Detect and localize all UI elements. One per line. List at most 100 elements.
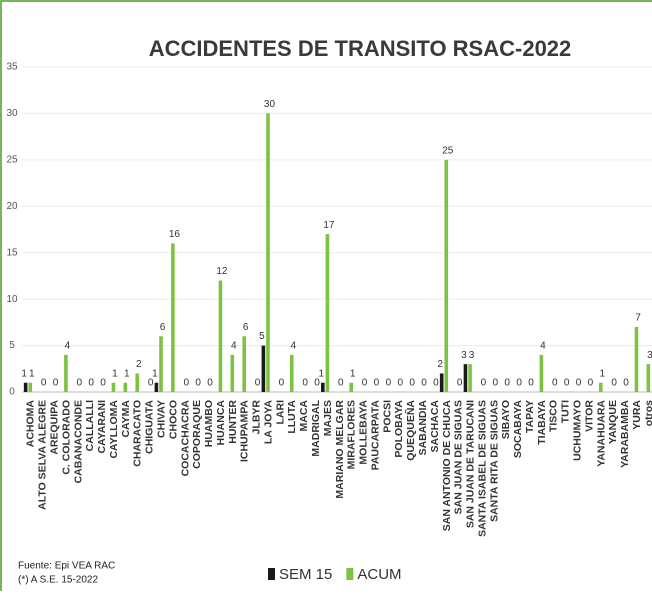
bar [218, 280, 223, 392]
bar [439, 373, 444, 392]
data-label: 1 [319, 368, 325, 379]
data-label: 0 [564, 378, 570, 389]
x-tick-label: ACHOMA [25, 400, 37, 448]
x-tick-label: TAPAY [524, 400, 536, 433]
data-label: 4 [65, 340, 71, 351]
x-tick-label: TISCO [548, 400, 560, 432]
x-tick-label: POCSI [381, 400, 393, 433]
x-tick-label: YARABAMBA [619, 400, 631, 468]
bar [242, 336, 247, 392]
bar [171, 243, 175, 392]
x-tick-label: YANAHUARA [595, 400, 607, 467]
x-tick-label: VITOR [583, 400, 595, 432]
data-label: 0 [516, 378, 522, 389]
data-label: 0 [302, 378, 308, 389]
bar [111, 382, 116, 392]
chart-title: ACCIDENTES DE TRANSITO RSAC-2022 [149, 36, 572, 61]
bar [23, 382, 28, 392]
x-tick-label: CALLALLI [84, 400, 96, 451]
x-tick-label: LARI [274, 400, 286, 425]
x-tick-label: MACA [298, 400, 310, 432]
data-label: 4 [231, 340, 237, 351]
data-label: 0 [183, 378, 189, 389]
x-tick-label: TIABAYA [536, 400, 548, 445]
data-label: 17 [323, 220, 335, 231]
x-tick-label: ALTO SELVA ALEGRE [37, 400, 49, 510]
bar [349, 382, 353, 392]
data-label: 1 [112, 368, 118, 379]
legend-label: ACUM [357, 566, 401, 583]
x-tick-label: SANTA ISABEL DE SIGUAS [476, 400, 488, 537]
x-tick-label: ICHUPAMPA [239, 400, 251, 462]
data-label: 0 [362, 378, 368, 389]
data-label: 0 [409, 378, 415, 389]
bar [154, 382, 159, 392]
data-label: 4 [290, 340, 296, 351]
bar [646, 364, 651, 392]
x-tick-label: otros [643, 400, 652, 426]
bar [135, 373, 140, 392]
data-label: 3 [647, 350, 652, 361]
x-tick-label: CAYMA [120, 400, 132, 438]
y-tick-label: 25 [6, 154, 18, 165]
x-tick-label: CAYARANI [96, 400, 108, 454]
x-tick-label: HUANCA [215, 400, 227, 446]
x-tick-label: SABANDIA [417, 400, 429, 456]
data-label: 0 [588, 378, 594, 389]
data-label: 3 [461, 350, 467, 361]
bar [599, 382, 603, 392]
bar [64, 354, 68, 392]
data-label: 0 [41, 378, 47, 389]
x-tick-label: SACHACA [429, 400, 441, 453]
data-label: 0 [421, 378, 427, 389]
data-label: 0 [457, 378, 463, 389]
x-tick-label: MOLLEBAYA [358, 400, 370, 465]
x-tick-label: SAN JUAN DE TARUCANI [465, 400, 477, 528]
x-tick-label: AREQUIPA [48, 400, 60, 455]
data-label: 3 [469, 350, 475, 361]
data-label: 0 [374, 378, 380, 389]
data-label: 4 [540, 340, 546, 351]
data-label: 0 [397, 378, 403, 389]
data-label: 2 [136, 359, 142, 370]
bar [289, 354, 294, 392]
y-tick-label: 30 [6, 108, 18, 119]
bar [230, 354, 235, 392]
data-label: 0 [504, 378, 510, 389]
data-label: 0 [100, 378, 106, 389]
bar [444, 159, 449, 392]
x-tick-label: JLBYR [251, 400, 263, 435]
bar [634, 327, 639, 392]
data-label: 0 [611, 378, 617, 389]
bar [539, 354, 544, 392]
data-label: 0 [623, 378, 629, 389]
y-tick-label: 35 [6, 62, 18, 73]
x-tick-label: MARIANO MELGAR [334, 400, 346, 499]
bar [123, 382, 128, 392]
data-label: 0 [552, 378, 558, 389]
data-label: 30 [264, 99, 276, 110]
x-tick-label: COPORAQUE [191, 400, 203, 469]
legend-swatch [346, 568, 354, 580]
x-tick-label: LLUTA [286, 400, 298, 434]
x-tick-label: SAN ANTONIO DE CHUCA [441, 400, 453, 532]
x-tick-label: SANTA RITA DE SIGUAS [488, 400, 500, 522]
legend-swatch [268, 568, 275, 580]
data-label: 0 [207, 378, 213, 389]
bar [463, 364, 468, 392]
y-tick-label: 0 [9, 387, 15, 398]
data-label: 0 [88, 378, 94, 389]
data-label: 1 [124, 368, 130, 379]
x-tick-label: HUAMBO [203, 400, 215, 447]
data-label: 0 [255, 378, 261, 389]
x-tick-label: YANQUE [607, 400, 619, 444]
bar [159, 336, 163, 392]
data-label: 0 [528, 378, 534, 389]
x-tick-label: CHOCO [167, 400, 179, 439]
data-label: 5 [259, 331, 265, 342]
data-label: 0 [338, 378, 344, 389]
data-label: 1 [600, 368, 606, 379]
data-label: 0 [314, 378, 320, 389]
